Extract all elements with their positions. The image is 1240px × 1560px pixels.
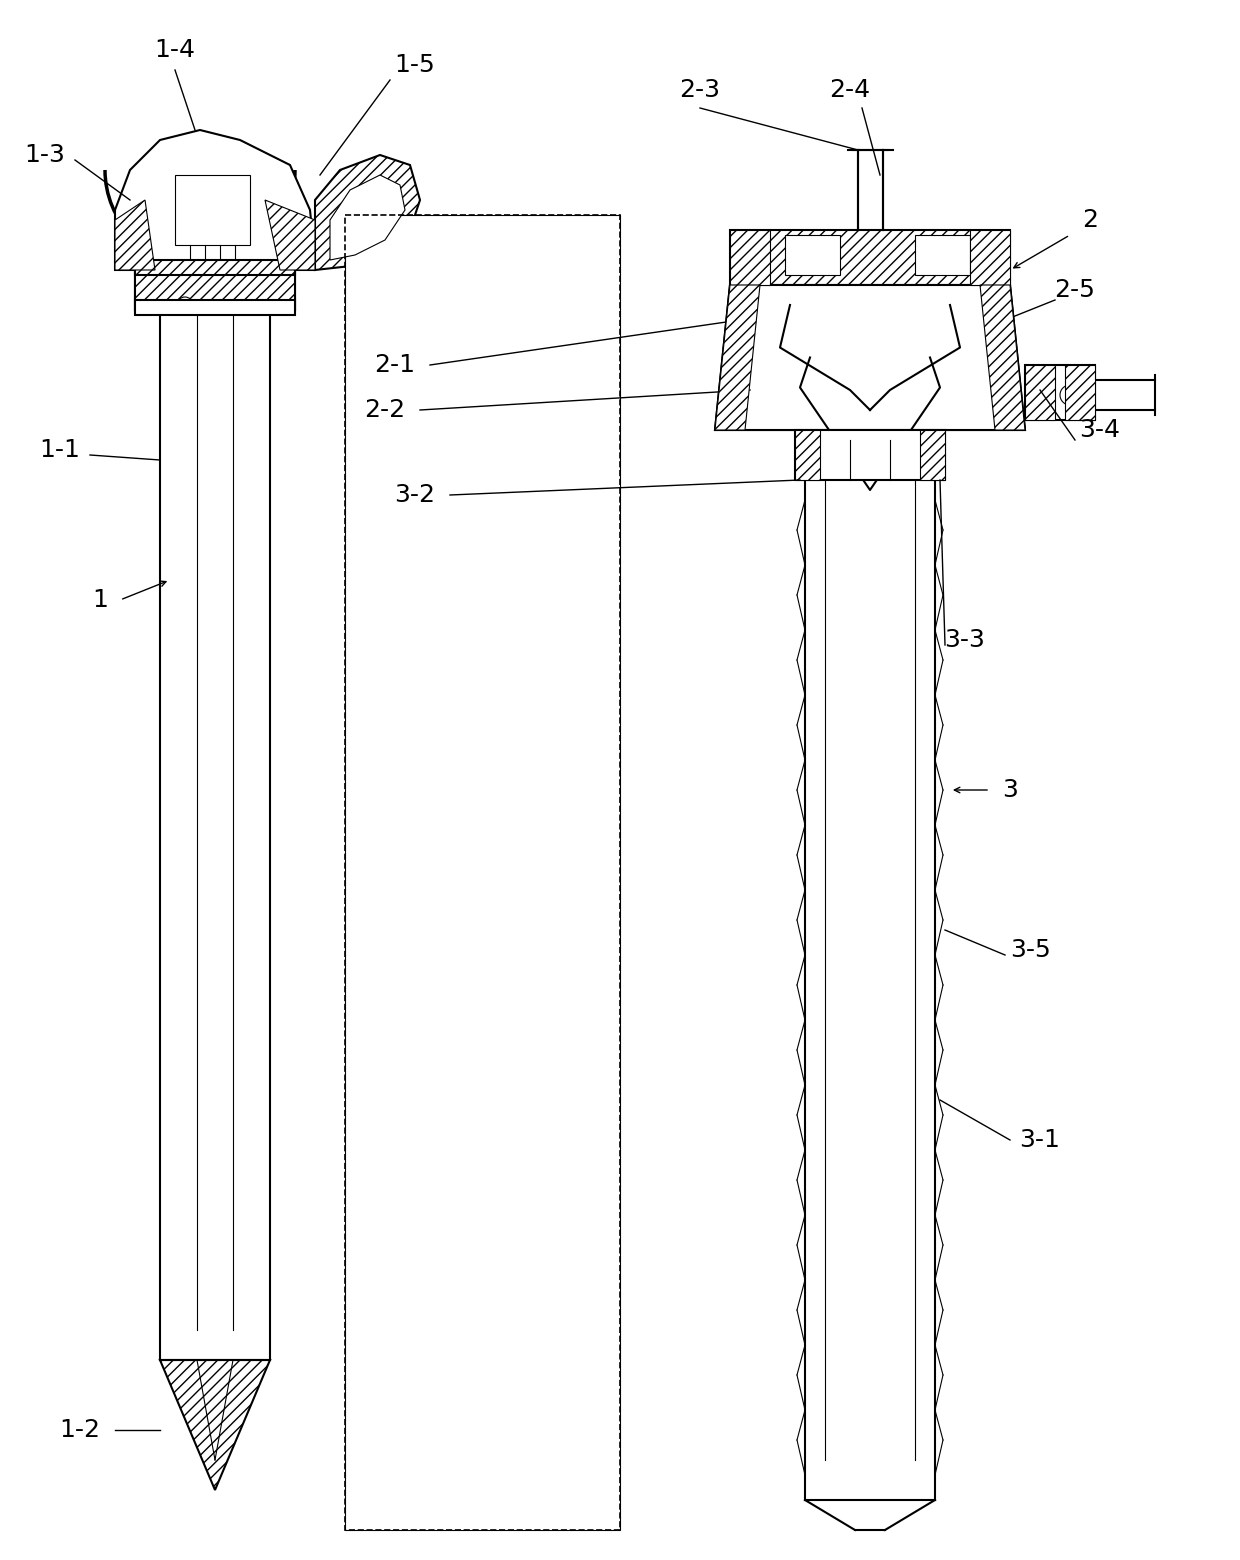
Text: 1: 1 — [92, 588, 108, 612]
Text: 1-1: 1-1 — [40, 438, 81, 462]
Polygon shape — [715, 285, 1025, 431]
Circle shape — [1060, 385, 1080, 406]
Text: 2-3: 2-3 — [680, 78, 720, 101]
Bar — [1025, 365, 1095, 420]
Bar — [345, 215, 620, 1530]
Bar — [920, 431, 945, 480]
Bar — [730, 229, 770, 285]
Bar — [970, 229, 1011, 285]
Bar — [175, 175, 250, 245]
Text: 1-4: 1-4 — [155, 37, 196, 62]
Text: 1-2: 1-2 — [60, 1418, 100, 1441]
Text: 2-1: 2-1 — [374, 353, 415, 378]
Text: 3-4: 3-4 — [1080, 418, 1121, 441]
Polygon shape — [715, 285, 760, 431]
Text: 3-1: 3-1 — [1019, 1128, 1060, 1151]
Polygon shape — [115, 129, 315, 270]
Bar — [135, 300, 295, 315]
Polygon shape — [715, 285, 1025, 431]
Bar — [345, 240, 379, 265]
Polygon shape — [160, 1360, 270, 1490]
Polygon shape — [315, 154, 420, 270]
Bar — [345, 240, 379, 265]
Bar — [135, 261, 295, 310]
Text: 3-3: 3-3 — [945, 629, 986, 652]
Bar — [785, 236, 839, 275]
Text: 1-3: 1-3 — [25, 144, 66, 167]
Bar — [1065, 365, 1095, 420]
Bar — [795, 431, 945, 480]
Polygon shape — [115, 200, 155, 270]
Bar — [345, 215, 620, 1530]
Circle shape — [177, 296, 193, 314]
Bar — [795, 431, 820, 480]
Bar — [730, 229, 1011, 285]
Bar — [135, 261, 295, 275]
Polygon shape — [980, 285, 1025, 431]
Text: 3-5: 3-5 — [1009, 938, 1050, 963]
Text: 2-2: 2-2 — [365, 398, 405, 423]
Polygon shape — [330, 175, 405, 261]
Text: 1-5: 1-5 — [394, 53, 435, 76]
Polygon shape — [265, 200, 315, 270]
Text: 2-4: 2-4 — [830, 78, 870, 101]
Text: 2-5: 2-5 — [1054, 278, 1095, 303]
Bar — [915, 236, 970, 275]
Text: 3: 3 — [1002, 778, 1018, 802]
Text: 2: 2 — [1083, 207, 1097, 232]
Bar — [1025, 365, 1055, 420]
Bar — [135, 261, 295, 310]
Text: 3-2: 3-2 — [394, 484, 435, 507]
